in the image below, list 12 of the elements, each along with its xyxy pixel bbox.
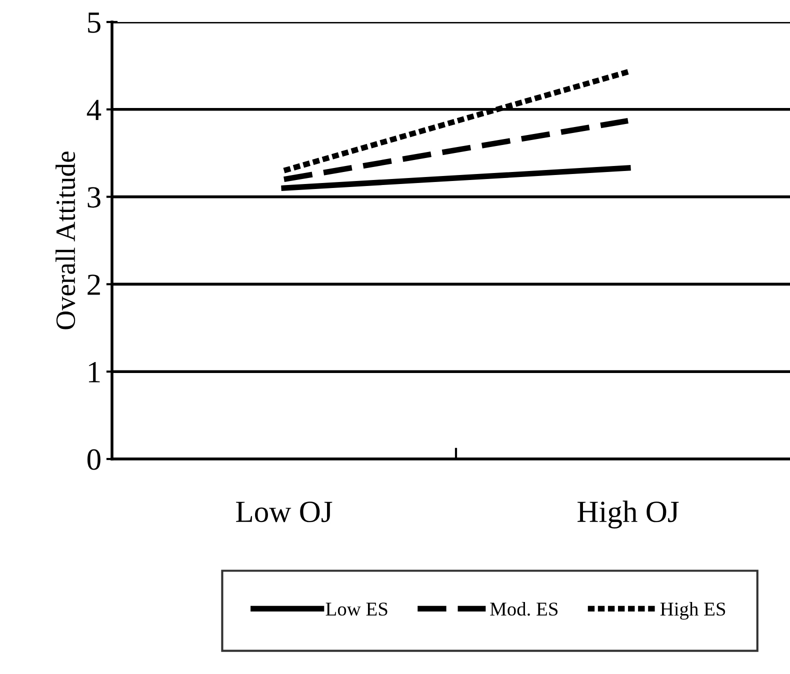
legend-label: High ES bbox=[660, 602, 726, 620]
y-tick-label: 1 bbox=[88, 362, 100, 382]
x-tick-label: Low OJ bbox=[236, 502, 332, 522]
legend-label: Low ES bbox=[326, 602, 388, 616]
x-tick-label: High OJ bbox=[578, 500, 679, 528]
y-tick-label: 3 bbox=[88, 187, 100, 208]
y-axis-title: Overall Attitude bbox=[56, 152, 76, 330]
y-tick-label: 2 bbox=[88, 274, 100, 295]
legend-label: Mod. ES bbox=[490, 602, 558, 616]
y-tick-label: 4 bbox=[86, 100, 102, 120]
y-tick-label: 0 bbox=[87, 449, 100, 470]
y-tick-label: 5 bbox=[88, 12, 100, 33]
